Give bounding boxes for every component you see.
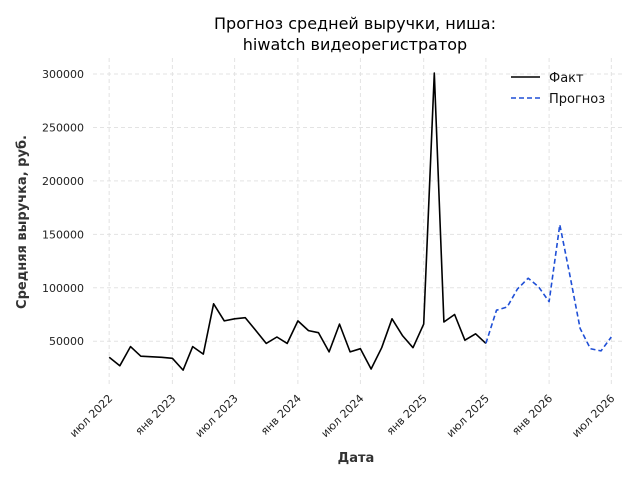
chart-title-line-2: hiwatch видеорегистратор: [243, 35, 467, 54]
x-tick-label-8: июл 2026: [569, 392, 617, 440]
chart-title-line-1: Прогноз средней выручки, ниша:: [214, 14, 496, 33]
y-tick-label-0: 50000: [49, 335, 84, 348]
x-tick-label-7: янв 2026: [509, 392, 555, 438]
legend: Факт Прогноз: [511, 71, 605, 107]
series-line-fact: [108, 72, 487, 371]
y-tick-label-3: 200000: [42, 175, 84, 188]
grid: [93, 58, 622, 384]
y-axis-label: Средняя выручка, руб.: [15, 135, 30, 309]
x-tick-label-1: янв 2023: [133, 392, 179, 438]
y-tick-label-2: 150000: [42, 228, 84, 241]
y-tick-label-1: 100000: [42, 282, 84, 295]
x-tick-label-4: июл 2024: [319, 392, 367, 440]
series-line-forecast: [485, 223, 612, 352]
x-axis-ticks: июл 2022 янв 2023 июл 2023 янв 2024 июл 2024…: [67, 392, 617, 440]
y-tick-label-5: 300000: [42, 68, 84, 81]
x-tick-label-5: янв 2025: [384, 392, 430, 438]
x-tick-label-2: июл 2023: [193, 392, 241, 440]
y-axis-ticks: 50000 100000 150000 200000 250000 300000: [42, 68, 84, 348]
series-lines: [108, 72, 612, 371]
x-axis-label: Дата: [338, 451, 375, 466]
legend-label-fact: Факт: [549, 71, 584, 86]
x-tick-label-0: июл 2022: [67, 392, 115, 440]
y-tick-label-4: 250000: [42, 121, 84, 134]
legend-label-forecast: Прогноз: [549, 92, 605, 107]
x-tick-label-6: июл 2025: [444, 392, 492, 440]
x-tick-label-3: янв 2024: [258, 392, 304, 438]
